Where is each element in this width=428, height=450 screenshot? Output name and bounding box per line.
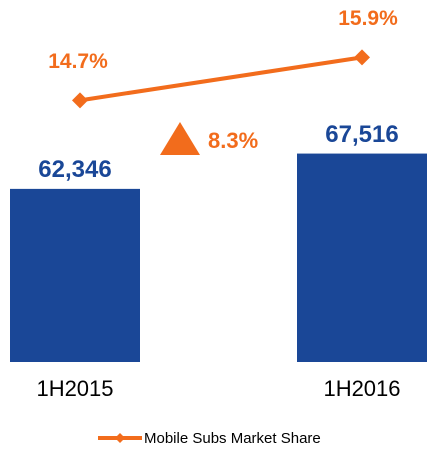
legend-marker	[115, 433, 125, 443]
line-marker	[354, 49, 370, 66]
bar-value-label: 67,516	[325, 121, 398, 148]
growth-arrow	[160, 122, 200, 155]
annotation: 8.3%	[208, 128, 258, 153]
bar	[10, 188, 140, 362]
x-tick-label: 1H2016	[323, 376, 400, 401]
legend-label: Mobile Subs Market Share	[144, 430, 321, 447]
line-marker	[72, 92, 88, 109]
bar-value-label: 62,346	[38, 156, 111, 183]
line	[79, 55, 363, 103]
line-value-label: 15.9%	[338, 7, 398, 30]
x-tick-label: 1H2015	[36, 376, 113, 401]
bar	[297, 153, 427, 362]
line-value-label: 14.7%	[48, 50, 108, 73]
